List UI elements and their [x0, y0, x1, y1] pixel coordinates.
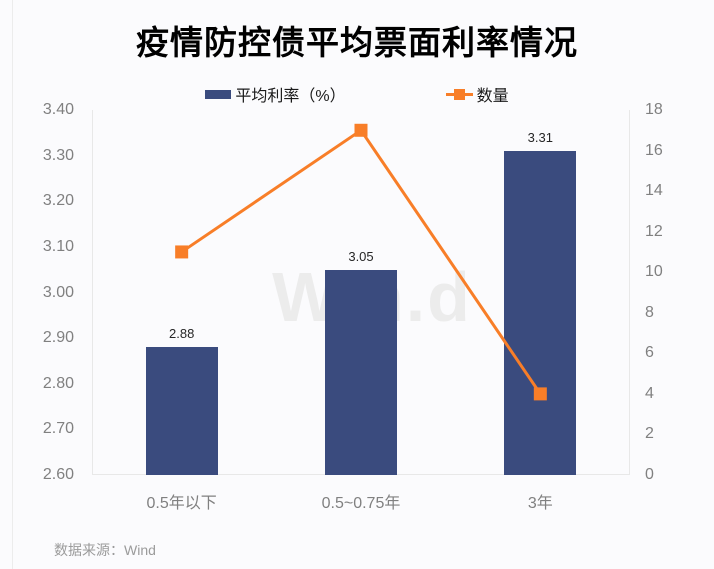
bar-1	[325, 269, 397, 475]
legend-item-avg-rate: 平均利率（%）	[205, 82, 346, 106]
right-axis-tick: 0	[645, 466, 654, 483]
left-axis-tick: 2.60	[42, 466, 74, 483]
data-source-note: 数据来源：Wind	[54, 542, 156, 558]
bar-value-label-0: 2.88	[169, 326, 195, 342]
right-axis-tick: 10	[645, 263, 663, 281]
left-axis-tick: 2.70	[42, 420, 74, 438]
right-axis-tick: 14	[645, 182, 663, 200]
left-axis-tick: 3.40	[42, 101, 74, 118]
left-axis-tick: 3.00	[42, 283, 74, 301]
left-edge-divider	[12, 0, 13, 569]
legend-label-avg-rate: 平均利率（%）	[235, 88, 346, 105]
bar-2	[504, 151, 577, 475]
left-axis-tick: 2.80	[42, 374, 74, 392]
bar-0	[145, 347, 218, 475]
left-axis-tick: 3.10	[42, 237, 74, 255]
legend-label-count: 数量	[476, 88, 509, 105]
right-axis-tick: 6	[645, 344, 654, 362]
right-axis-tick: 12	[645, 222, 663, 240]
bar-value-label-2: 3.31	[527, 130, 553, 146]
bar-value-label-1: 3.05	[348, 248, 374, 264]
category-label-1: 0.5~0.75年	[321, 495, 401, 512]
left-axis-tick: 3.30	[42, 146, 74, 164]
legend: 平均利率（%） 数量	[0, 82, 714, 106]
legend-item-count: 数量	[445, 82, 509, 106]
right-axis-tick: 8	[645, 303, 654, 321]
chart-title: 疫情防控债平均票面利率情况	[136, 24, 578, 61]
right-axis-tick: 2	[645, 425, 654, 443]
line-series-swatch-icon	[445, 88, 473, 101]
left-axis-tick: 3.20	[42, 192, 74, 210]
category-label-2: 3年	[527, 495, 553, 512]
right-axis-tick: 4	[645, 384, 654, 402]
bar-series-swatch-icon	[205, 89, 232, 99]
left-axis-tick: 2.90	[42, 329, 74, 347]
category-label-0: 0.5年以下	[146, 495, 217, 512]
right-axis-tick: 18	[645, 101, 663, 118]
right-axis-tick: 16	[645, 141, 663, 159]
